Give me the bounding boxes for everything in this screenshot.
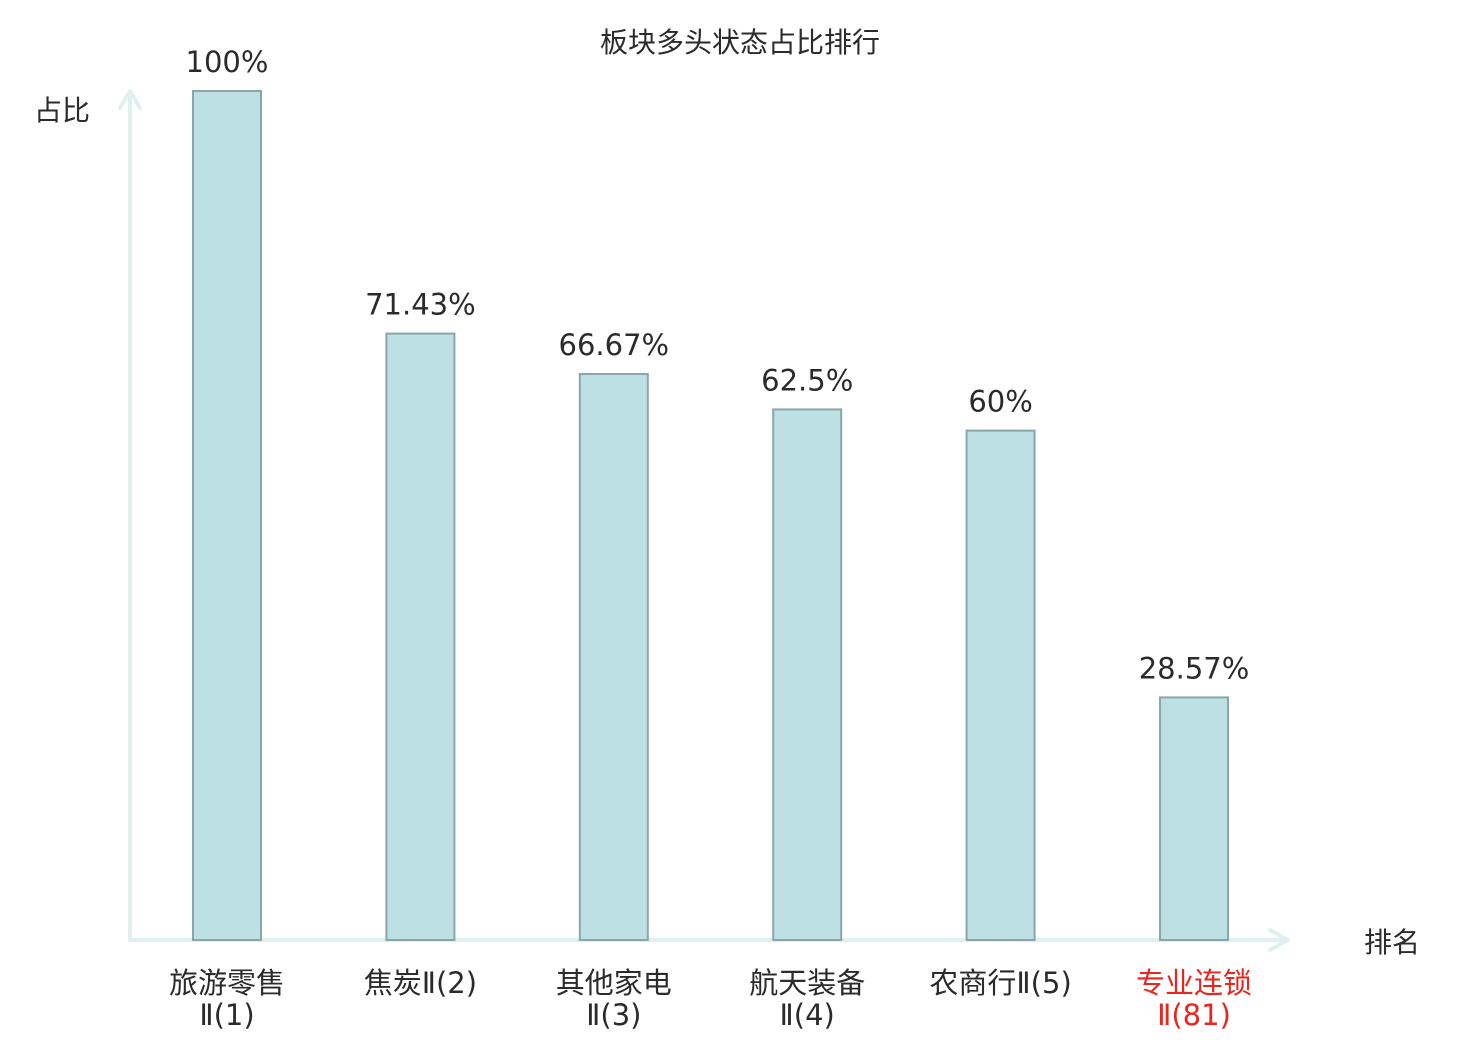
bar-value-label: 60% bbox=[968, 385, 1032, 419]
y-axis-arrowhead bbox=[118, 89, 142, 110]
bar bbox=[1159, 696, 1229, 942]
x-tick-label: Ⅱ(1) bbox=[199, 998, 254, 1032]
x-tick-label: 旅游零售 bbox=[169, 966, 285, 1000]
bar-value-label: 100% bbox=[186, 45, 269, 79]
bar-value-label: 28.57% bbox=[1139, 651, 1250, 685]
bar bbox=[965, 429, 1036, 941]
bar-value-label: 71.43% bbox=[365, 288, 476, 322]
data-labels: 100% 71.43% 66.67% 62.5% 60% 28.57% bbox=[186, 45, 1250, 685]
x-tick-label: Ⅱ(3) bbox=[586, 998, 641, 1032]
y-axis-label: 占比 bbox=[34, 94, 90, 127]
bar-value-label: 62.5% bbox=[761, 363, 853, 397]
x-tick-label: 焦炭Ⅱ(2) bbox=[364, 966, 477, 1000]
x-axis-label: 排名 bbox=[1364, 926, 1420, 959]
bar bbox=[772, 408, 843, 941]
bar bbox=[578, 373, 649, 941]
x-tick-label: 农商行Ⅱ(5) bbox=[929, 966, 1071, 1000]
x-axis-arrowhead bbox=[1268, 928, 1290, 952]
x-tick-label: 其他家电 bbox=[556, 966, 672, 1000]
x-tick-label: 航天装备 bbox=[749, 966, 865, 1000]
bar-series bbox=[192, 90, 1229, 942]
bar bbox=[192, 90, 262, 941]
x-tick-label: 专业连锁 bbox=[1136, 966, 1252, 1000]
x-tick-label: Ⅱ(81) bbox=[1157, 998, 1231, 1032]
x-tick-label: Ⅱ(4) bbox=[780, 998, 835, 1032]
bar bbox=[385, 332, 456, 942]
bar-value-label: 66.67% bbox=[559, 328, 670, 362]
chart-title: 板块多头状态占比排行 bbox=[600, 26, 880, 59]
